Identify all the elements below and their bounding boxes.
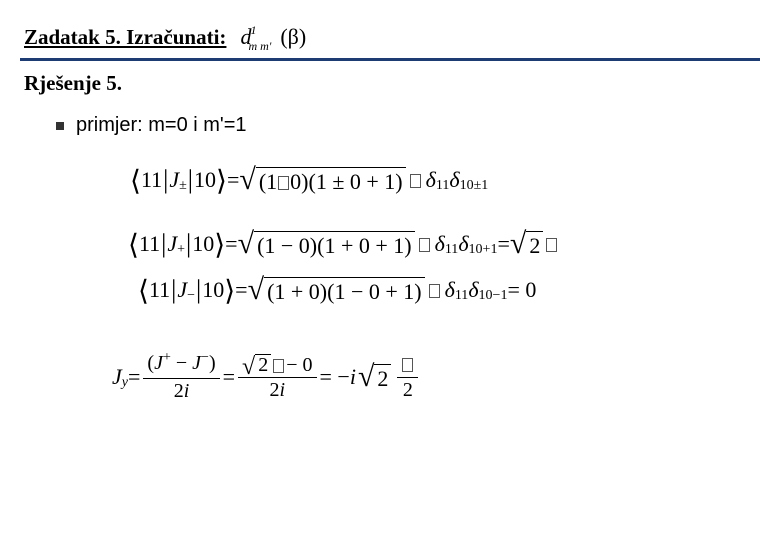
solution-title: Rješenje 5. <box>0 61 780 100</box>
task-title: Zadatak 5. Izračunati: <box>24 25 226 50</box>
bullet-item: primjer: m=0 i m'=1 <box>0 100 780 137</box>
glyph-box <box>429 284 440 298</box>
glyph-box <box>546 238 557 252</box>
glyph-box <box>419 238 430 252</box>
bullet-text: primjer: m=0 i m'=1 <box>76 114 247 137</box>
bullet-icon <box>56 122 64 130</box>
equation-3: ⟨11|J−|10⟩ = √(1 + 0)(1 − 0 + 1) δ11 δ10… <box>138 273 536 307</box>
title-formula: d1m m'(β) <box>240 24 306 50</box>
equation-4: Jy = (J+ − J−) 2i = √2 − 0 2i = −i √2 2 <box>112 351 421 403</box>
glyph-box <box>278 176 289 190</box>
glyph-box <box>273 359 284 373</box>
glyph-box <box>410 174 421 188</box>
equation-2: ⟨11|J+|10⟩ = √(1 − 0)(1 + 0 + 1) δ11 δ10… <box>128 227 558 261</box>
equation-1: ⟨11|J±|10⟩ = √(1 0)(1 ± 0 + 1) δ11 δ10±1 <box>130 163 488 197</box>
math-area: ⟨11|J±|10⟩ = √(1 0)(1 ± 0 + 1) δ11 δ10±1… <box>0 155 780 515</box>
glyph-box <box>402 358 413 372</box>
